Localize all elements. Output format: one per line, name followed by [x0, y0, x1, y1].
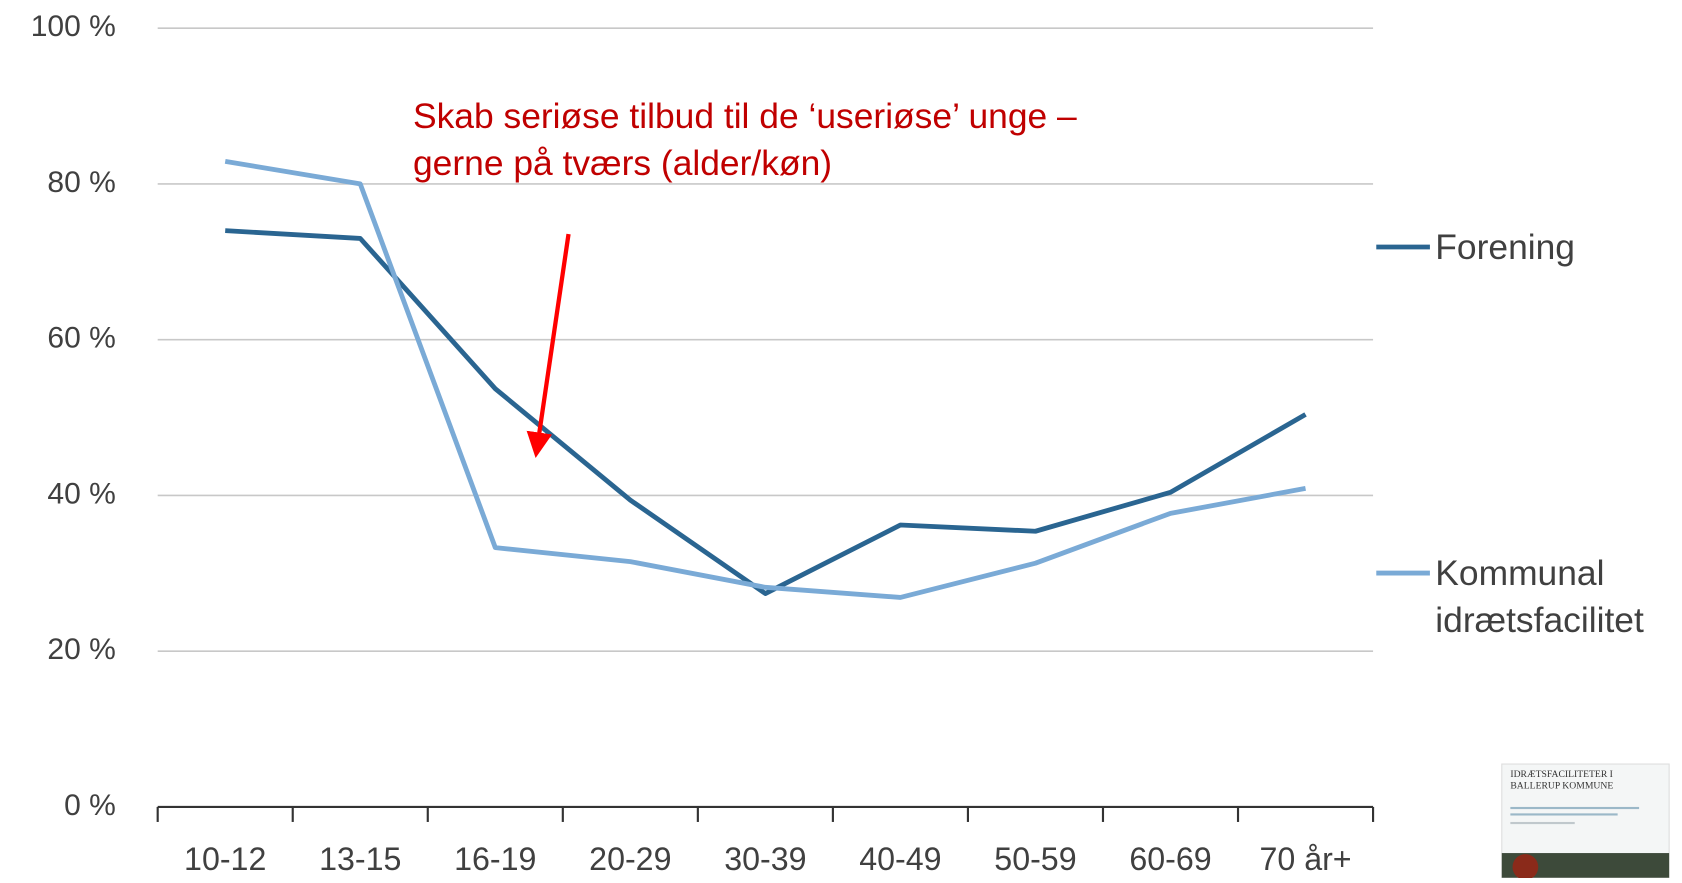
x-tick-label: 13-15 — [319, 841, 401, 877]
inset-thumbnail: IDRÆTSFACILITETER I BALLERUP KOMMUNE — [1501, 763, 1670, 880]
inset-title: IDRÆTSFACILITETER I BALLERUP KOMMUNE — [1510, 768, 1614, 791]
x-tick-label: 10-12 — [184, 841, 266, 877]
inset-text — [1510, 813, 1618, 816]
y-tick-label: 60 % — [47, 322, 115, 355]
inset-title-box: IDRÆTSFACILITETER I BALLERUP KOMMUNE — [1510, 768, 1614, 791]
legend: Forening Kommunal idrætsfacilitet — [1376, 226, 1644, 640]
annotation: Skab seriøse tilbud til de ‘useriøse’ un… — [412, 95, 1077, 183]
x-tick-label: 50-59 — [994, 841, 1076, 877]
x-tick-label: 30-39 — [724, 841, 806, 877]
x-tick-label: 16-19 — [454, 841, 536, 877]
inset-text — [1510, 806, 1640, 810]
y-tick-label: 40 % — [47, 477, 115, 510]
inset-ball — [1512, 854, 1539, 880]
series-line — [225, 228, 1307, 596]
y-tick-label: 80 % — [47, 166, 115, 199]
lines — [224, 158, 1307, 600]
series-line — [224, 158, 1306, 600]
y-tick-label: 20 % — [47, 633, 115, 666]
x-tick-label: 40-49 — [859, 841, 941, 877]
grid: 0 % 20 % 40 % 60 % 80 % 100 % 10-12 13-15 16-19 2… — [31, 10, 1375, 877]
inset-text — [1510, 821, 1575, 825]
x-tick-label: 20-29 — [589, 841, 671, 877]
annotation-box: Skab seriøse tilbud til de ‘useriøse’ un… — [412, 95, 1077, 183]
y-tick-label: 100 % — [31, 10, 116, 43]
legend-label-box: Kommunal idrætsfacilitet — [1435, 552, 1644, 640]
y-tick-label: 0 % — [64, 789, 116, 822]
legend-label-box: Forening — [1435, 226, 1575, 267]
annotation-arrow — [526, 233, 571, 459]
legend-label: Kommunal idrætsfacilitet — [1435, 552, 1644, 640]
x-tick-label: 70 år+ — [1259, 841, 1351, 877]
x-tick-label: 60-69 — [1129, 841, 1211, 877]
legend-label: Forening — [1435, 226, 1575, 267]
